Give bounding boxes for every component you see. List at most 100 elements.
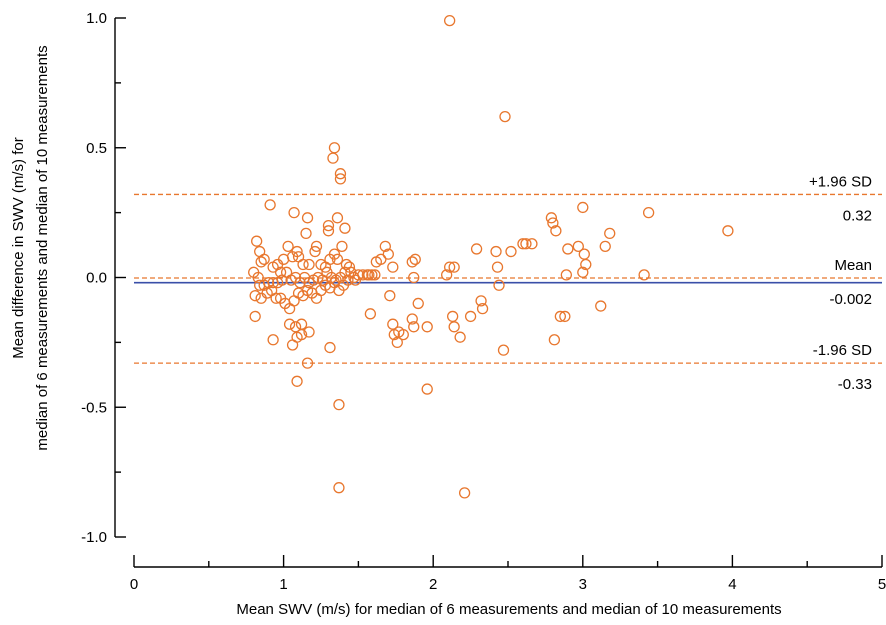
data-point xyxy=(470,243,483,255)
data-point xyxy=(255,256,267,268)
data-point xyxy=(333,399,345,411)
data-point xyxy=(526,238,538,250)
data-point xyxy=(444,261,456,273)
reference-line-name: Mean xyxy=(834,257,872,274)
data-point xyxy=(545,212,558,224)
data-point xyxy=(476,302,489,315)
data-point xyxy=(331,253,344,265)
reference-line-value: -0.33 xyxy=(838,376,872,393)
data-point xyxy=(448,321,460,333)
data-point xyxy=(249,310,261,323)
data-point xyxy=(517,238,529,250)
data-point xyxy=(548,334,561,346)
y-tick-label: -1.0 xyxy=(81,529,107,546)
data-point xyxy=(475,295,487,307)
data-point xyxy=(322,225,335,237)
data-point xyxy=(342,274,354,286)
data-point xyxy=(491,261,504,273)
x-ticks: 0 1 2 3 4 5 xyxy=(130,555,886,593)
data-point xyxy=(722,225,734,237)
data-point xyxy=(297,258,309,271)
data-point xyxy=(554,310,567,323)
data-point xyxy=(288,206,300,219)
data-point xyxy=(505,245,517,258)
data-point xyxy=(300,227,312,240)
data-point xyxy=(291,245,303,258)
data-point xyxy=(333,482,345,494)
data-point xyxy=(572,240,584,253)
data-point xyxy=(255,292,267,304)
data-point xyxy=(274,266,287,278)
data-point xyxy=(369,269,381,281)
data-point xyxy=(324,341,336,354)
data-point xyxy=(270,292,282,304)
data-point xyxy=(595,300,607,312)
reference-line-name: -1.96 SD xyxy=(813,342,872,359)
data-point xyxy=(349,274,362,286)
reference-labels: +1.96 SD 0.32 Mean -0.002 -1.96 SD -0.33 xyxy=(809,173,872,393)
data-point xyxy=(254,279,266,291)
data-point xyxy=(421,321,433,333)
data-point xyxy=(577,266,589,278)
data-point xyxy=(599,240,611,253)
axes xyxy=(114,18,882,568)
x-tick-label: 0 xyxy=(130,576,138,593)
data-point xyxy=(283,318,296,330)
data-point xyxy=(562,243,574,255)
data-point xyxy=(490,245,502,258)
data-point xyxy=(493,279,505,291)
data-point xyxy=(310,240,323,253)
reference-line-value: 0.32 xyxy=(843,207,872,224)
data-point xyxy=(339,222,351,234)
data-point xyxy=(408,321,420,333)
data-point xyxy=(328,142,341,154)
data-point xyxy=(550,225,562,237)
data-point xyxy=(421,383,433,395)
x-tick-label: 3 xyxy=(579,576,587,593)
data-point xyxy=(271,277,284,289)
data-point xyxy=(363,269,375,281)
data-point xyxy=(301,212,314,224)
data-point xyxy=(397,328,409,341)
data-point xyxy=(448,261,460,273)
data-point xyxy=(364,308,377,320)
data-point xyxy=(375,253,387,265)
data-point xyxy=(499,110,511,123)
y-tick-label: 0.0 xyxy=(86,270,107,287)
x-tick-label: 2 xyxy=(429,576,437,593)
data-point xyxy=(334,173,347,185)
data-point xyxy=(384,290,396,302)
data-point xyxy=(303,326,315,338)
data-point xyxy=(336,240,348,253)
data-point xyxy=(322,219,335,232)
data-point xyxy=(412,297,424,310)
data-point xyxy=(406,313,418,325)
data-point xyxy=(249,290,261,302)
data-point xyxy=(258,279,270,291)
data-point xyxy=(291,375,303,387)
data-point xyxy=(252,271,264,284)
x-axis-title: Mean SWV (m/s) for median of 6 measureme… xyxy=(236,601,781,618)
data-point xyxy=(454,331,466,343)
y-tick-label: -0.5 xyxy=(81,399,107,416)
data-point xyxy=(258,253,270,265)
data-point xyxy=(301,357,314,369)
y-axis-title-line1: Mean difference in SWV (m/s) for xyxy=(10,137,27,358)
data-point xyxy=(560,269,572,281)
data-point xyxy=(282,240,294,253)
data-point xyxy=(406,256,418,268)
reference-line-value: -0.002 xyxy=(829,291,872,308)
data-point xyxy=(366,269,378,281)
data-point xyxy=(464,310,477,323)
data-point xyxy=(309,245,321,258)
data-point xyxy=(638,269,650,281)
data-point xyxy=(267,334,279,346)
data-point xyxy=(441,269,453,281)
data-point xyxy=(334,168,347,180)
data-point xyxy=(295,328,308,341)
data-point xyxy=(327,152,339,164)
data-point xyxy=(642,206,655,219)
data-point xyxy=(379,240,391,253)
y-tick-label: 1.0 xyxy=(86,10,107,27)
